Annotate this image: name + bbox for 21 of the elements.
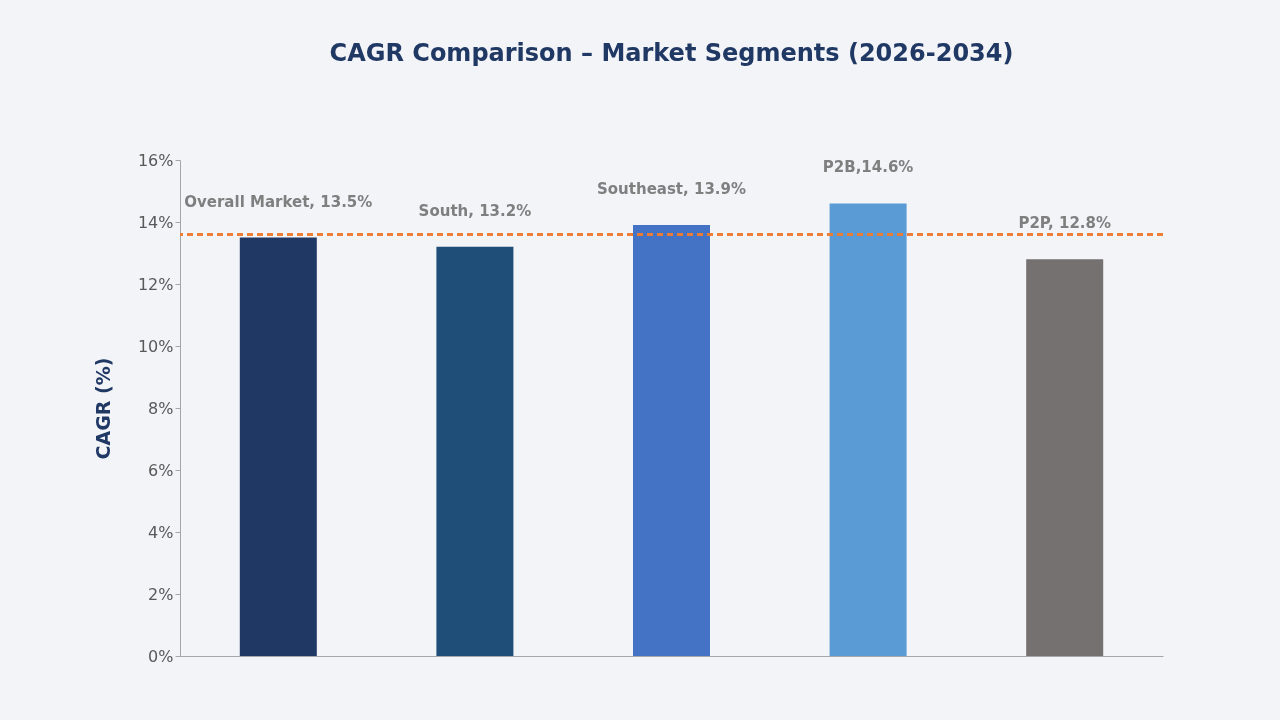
y-tick-label: 0% [148, 646, 174, 666]
bar [633, 225, 710, 656]
y-tick-label: 12% [137, 274, 174, 294]
y-tick-label: 4% [148, 522, 174, 542]
y-axis-title: CAGR (%) [91, 357, 114, 460]
y-tick-label: 10% [137, 336, 174, 356]
data-label: P2B,14.6% [822, 158, 914, 177]
bar [436, 246, 514, 656]
y-tick-label: 2% [148, 584, 174, 604]
chart-title: CAGR Comparison – Market Segments (2026-2034) [329, 39, 1014, 67]
y-tick-label: 8% [148, 398, 174, 418]
data-label: South, 13.2% [418, 201, 532, 220]
bar [239, 237, 317, 656]
data-label: P2P, 12.8% [1018, 214, 1112, 233]
bar [1026, 259, 1104, 656]
y-tick-label: 16% [137, 150, 174, 170]
data-label: Overall Market, 13.5% [184, 192, 373, 211]
y-tick-label: 14% [137, 212, 174, 232]
y-tick-label: 6% [148, 460, 174, 480]
bar [829, 203, 907, 656]
data-label: Southeast, 13.9% [597, 180, 746, 199]
